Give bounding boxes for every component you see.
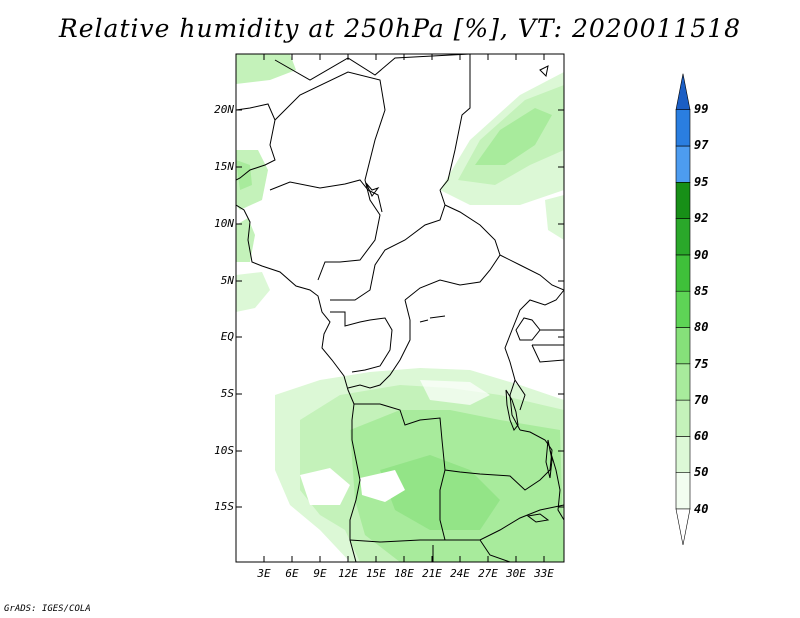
humidity-region bbox=[300, 468, 350, 505]
humidity-region bbox=[236, 54, 296, 84]
lon-label-12e: 12E bbox=[338, 567, 358, 580]
colorbar-label-40: 40 bbox=[694, 502, 709, 516]
humidity-region bbox=[420, 380, 490, 405]
lon-label-30e: 30E bbox=[506, 567, 526, 580]
colorbar-segment bbox=[675, 399, 691, 437]
humidity-region bbox=[545, 195, 564, 240]
lat-label-15n: 15N bbox=[214, 160, 234, 173]
colorbar-label-75: 75 bbox=[694, 357, 709, 371]
colorbar-segment bbox=[675, 109, 691, 147]
colorbar-bottom-arrow bbox=[675, 508, 691, 546]
colorbar-segment bbox=[675, 182, 691, 219]
colorbar-segment bbox=[675, 145, 691, 183]
lon-label-18e: 18E bbox=[394, 567, 414, 580]
colorbar-segment bbox=[675, 472, 691, 510]
colorbar-label-90: 90 bbox=[694, 248, 709, 262]
lat-ticks bbox=[236, 109, 564, 508]
colorbar-segment bbox=[675, 218, 691, 256]
lon-label-15e: 15E bbox=[366, 567, 386, 580]
colorbar-label-70: 70 bbox=[694, 393, 709, 407]
lon-label-6e: 6E bbox=[285, 567, 299, 580]
lon-label-9e: 9E bbox=[313, 567, 327, 580]
humidity-region bbox=[360, 470, 405, 502]
lat-label-10n: 10N bbox=[214, 217, 234, 230]
lat-label-20n: 20N bbox=[214, 103, 234, 116]
lon-label-3e: 3E bbox=[257, 567, 271, 580]
humidity-region bbox=[236, 272, 270, 312]
lat-label-5n: 5N bbox=[220, 274, 234, 287]
colorbar-label-50: 50 bbox=[694, 465, 709, 479]
colorbar-top-arrow bbox=[675, 73, 691, 110]
humidity-region bbox=[475, 108, 552, 165]
map-title: Relative humidity at 250hPa [%], VT: 202… bbox=[58, 14, 742, 43]
colorbar-segment bbox=[675, 436, 691, 473]
footer-credit: GrADS: IGES/COLA bbox=[4, 604, 91, 614]
colorbar bbox=[675, 73, 691, 546]
lat-label-eq: EQ bbox=[220, 330, 234, 343]
lon-label-21e: 21E bbox=[422, 567, 442, 580]
lakes bbox=[365, 65, 553, 523]
lat-label-5s: 5S bbox=[220, 387, 234, 400]
lon-label-24e: 24E bbox=[450, 567, 470, 580]
colorbar-segment bbox=[675, 327, 691, 365]
lon-label-33e: 33E bbox=[534, 567, 554, 580]
colorbar-label-99: 99 bbox=[694, 102, 709, 116]
colorbar-segment bbox=[675, 290, 691, 328]
colorbar-label-92: 92 bbox=[694, 211, 709, 225]
colorbar-label-85: 85 bbox=[694, 284, 709, 298]
colorbar-segment bbox=[675, 254, 691, 292]
colorbar-label-97: 97 bbox=[694, 138, 709, 152]
country-borders bbox=[236, 54, 564, 562]
colorbar-label-60: 60 bbox=[694, 429, 709, 443]
lat-label-10s: 10S bbox=[214, 444, 234, 457]
map-frame bbox=[235, 53, 565, 563]
humidity-region bbox=[236, 218, 255, 262]
humidity-shading bbox=[236, 54, 564, 562]
colorbar-label-80: 80 bbox=[694, 320, 709, 334]
colorbar-label-95: 95 bbox=[694, 175, 709, 189]
lat-label-15s: 15S bbox=[214, 500, 234, 513]
lon-label-27e: 27E bbox=[478, 567, 498, 580]
lon-ticks bbox=[263, 54, 545, 562]
colorbar-segment bbox=[675, 363, 691, 401]
